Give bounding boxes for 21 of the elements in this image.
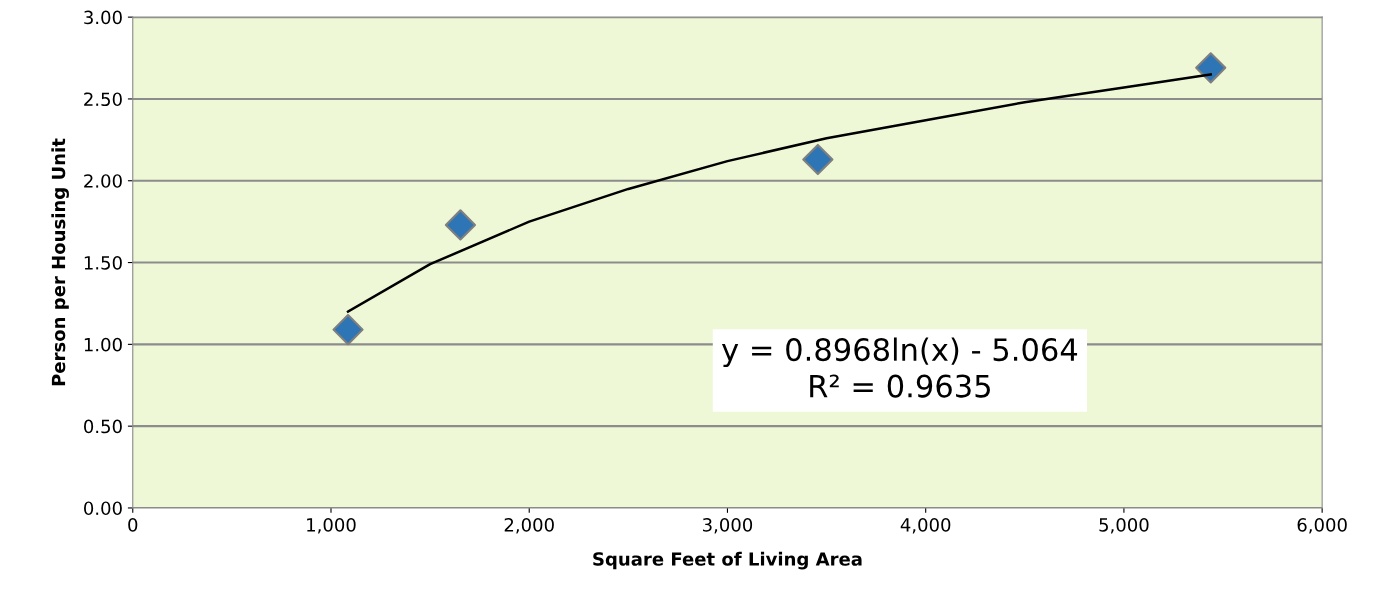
point — [802, 143, 834, 176]
y-tick-label: 1.00 — [84, 337, 122, 352]
point — [1195, 52, 1227, 84]
x-axis-title: Square Feet of Living Area — [593, 551, 862, 570]
y-tick-label: 0.00 — [84, 501, 122, 516]
point — [332, 314, 364, 346]
y-axis-title: Person per Housing Unit — [51, 138, 69, 386]
x-tick-label: 5,000 — [1099, 518, 1149, 534]
x-tick-label: 2,000 — [504, 518, 554, 534]
x-tick-label: 6,000 — [1297, 518, 1347, 534]
x-tick-label: 1,000 — [307, 518, 356, 534]
y-tick-label: 1.50 — [84, 256, 122, 270]
x-tick-label: 0 — [128, 518, 138, 532]
y-tick-label: 2.00 — [84, 174, 122, 188]
y-tick-label: 2.50 — [84, 92, 122, 107]
point — [444, 209, 477, 241]
y-tick-label: 0.50 — [84, 419, 122, 434]
x-tick-label: 3,000 — [702, 518, 753, 534]
annotation: y = 0.8968ln(x) - 5.064 R² = 0.9635 — [721, 337, 1078, 398]
y-tick-label: 3.00 — [84, 10, 122, 25]
x-tick-label: 4,000 — [900, 518, 951, 534]
